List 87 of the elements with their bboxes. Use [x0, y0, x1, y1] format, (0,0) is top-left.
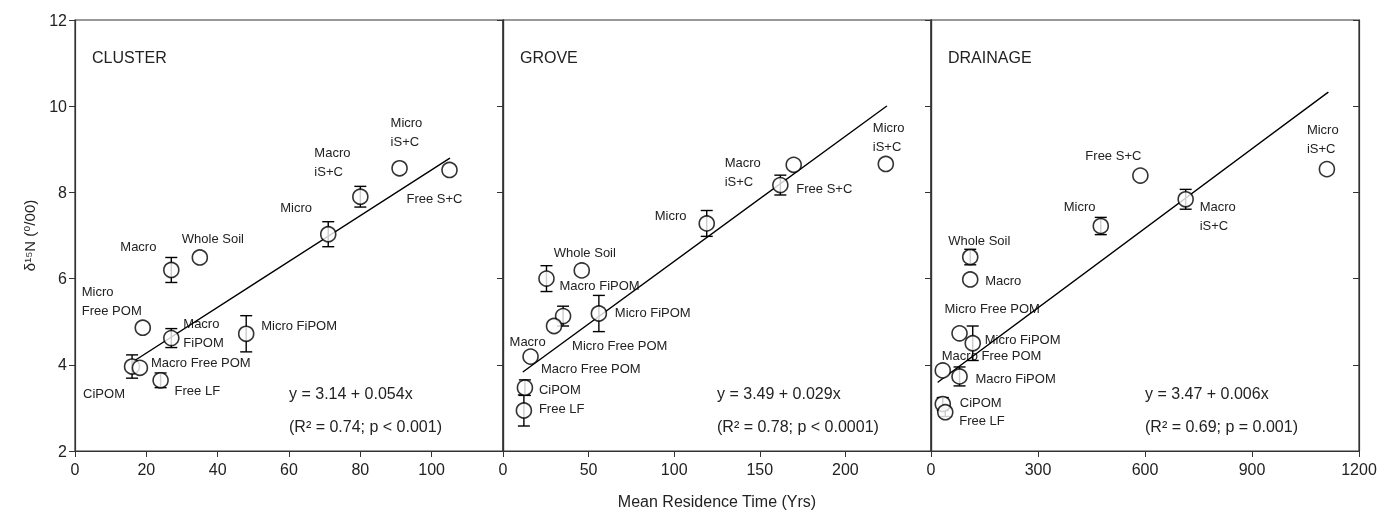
x-tick-label: 100: [660, 460, 688, 478]
annotation: y = 3.47 + 0.006x: [1145, 384, 1269, 402]
annotation: Micro Free POM: [81, 283, 142, 318]
annotation: CiPOM: [959, 394, 1002, 410]
annotation: Macro: [509, 334, 546, 350]
annotation: Micro iS+C: [390, 115, 423, 150]
point: [163, 261, 180, 279]
annotation: Macro: [120, 239, 157, 255]
annotation: Micro Free POM: [944, 300, 1040, 316]
x-axis-title: Mean Residence Time (Yrs): [617, 492, 817, 510]
annotation: (R² = 0.69; p = 0.001): [1145, 417, 1298, 435]
annotation: y = 3.14 + 0.054x: [289, 384, 413, 402]
y-tick-label: 4: [58, 356, 68, 374]
text: DRAINAGE: [948, 48, 1032, 66]
point: [191, 249, 209, 266]
annotation: Micro: [1063, 198, 1096, 214]
point: [391, 159, 408, 177]
point: [441, 161, 458, 179]
point: [131, 359, 149, 377]
annotation: Micro: [280, 199, 313, 215]
annotation: Free LF: [959, 412, 1005, 428]
x-tick-label: 0: [70, 460, 80, 478]
point: [934, 362, 952, 379]
annotation: Whole Soil: [553, 244, 616, 260]
annotation: Free S+C: [796, 180, 853, 196]
x-tick-label: 20: [137, 460, 156, 478]
annotation: Micro iS+C: [872, 119, 905, 154]
x-tick-label: 100: [418, 460, 446, 478]
x-tick-label: 300: [1024, 460, 1052, 478]
point: [538, 270, 555, 287]
y-tick-label: 2: [58, 442, 68, 460]
point: [134, 319, 152, 337]
annotation: Free LF: [538, 400, 585, 416]
point: [1318, 160, 1336, 178]
annotation: Micro Free POM: [572, 337, 668, 353]
annotation: Macro iS+C: [1199, 199, 1236, 234]
annotation: (R² = 0.74; p < 0.001): [289, 417, 442, 435]
annotation: Macro iS+C: [724, 154, 761, 189]
annotation: Macro iS+C: [314, 144, 351, 179]
annotation: Micro: [654, 207, 687, 223]
annotation: Free S+C: [406, 191, 463, 207]
point: [698, 215, 716, 232]
annotation: Micro FiPOM: [261, 318, 338, 334]
annotation: Macro Free POM: [150, 355, 251, 371]
annotation: Micro iS+C: [1306, 122, 1339, 157]
y-tick-label: 10: [49, 97, 68, 115]
annotation: (R² = 0.78; p < 0.0001): [717, 417, 879, 435]
annotation: y = 3.49 + 0.029x: [717, 384, 841, 402]
annotation: Macro: [985, 272, 1022, 288]
point: [961, 271, 979, 288]
point: [573, 262, 591, 279]
x-tick-label: 60: [280, 460, 298, 478]
text: CLUSTER: [92, 48, 167, 66]
point: [515, 402, 533, 419]
x-tick-label: 40: [208, 460, 227, 478]
annotation: Micro FiPOM: [614, 305, 691, 321]
point: [545, 317, 563, 335]
x-tick-label: 200: [832, 460, 859, 478]
y-tick-label: 12: [49, 11, 68, 29]
y-axis-title: δ¹⁵N (⁰/00): [21, 199, 38, 272]
annotation: CiPOM: [538, 382, 581, 398]
text: GROVE: [520, 48, 578, 66]
annotation: Whole Soil: [948, 232, 1011, 248]
annotation: Free LF: [174, 382, 221, 398]
annotation: Whole Soil: [181, 230, 245, 246]
point: [1132, 167, 1149, 184]
annotation: Macro FiPOM: [975, 370, 1056, 386]
x-tick-label: 0: [926, 460, 936, 478]
x-tick-label: 900: [1238, 460, 1266, 478]
point: [237, 325, 255, 343]
y-tick-label: 6: [58, 270, 68, 288]
x-tick-label: 0: [498, 460, 508, 478]
point: [319, 225, 337, 243]
point: [590, 305, 608, 322]
annotation: Free S+C: [1085, 148, 1142, 164]
annotation: Macro Free POM: [541, 360, 641, 376]
x-tick-label: 600: [1131, 460, 1159, 478]
y-tick-label: 8: [58, 183, 68, 201]
x-tick-label: 50: [579, 460, 598, 478]
point: [964, 334, 982, 352]
x-tick-label: 80: [351, 460, 370, 478]
x-tick-label: 150: [746, 460, 774, 478]
annotation: CiPOM: [83, 386, 125, 402]
x-tick-label: 1200: [1341, 460, 1377, 478]
annotation: Macro FiPOM: [559, 278, 640, 294]
point: [936, 403, 954, 421]
point: [877, 155, 895, 173]
